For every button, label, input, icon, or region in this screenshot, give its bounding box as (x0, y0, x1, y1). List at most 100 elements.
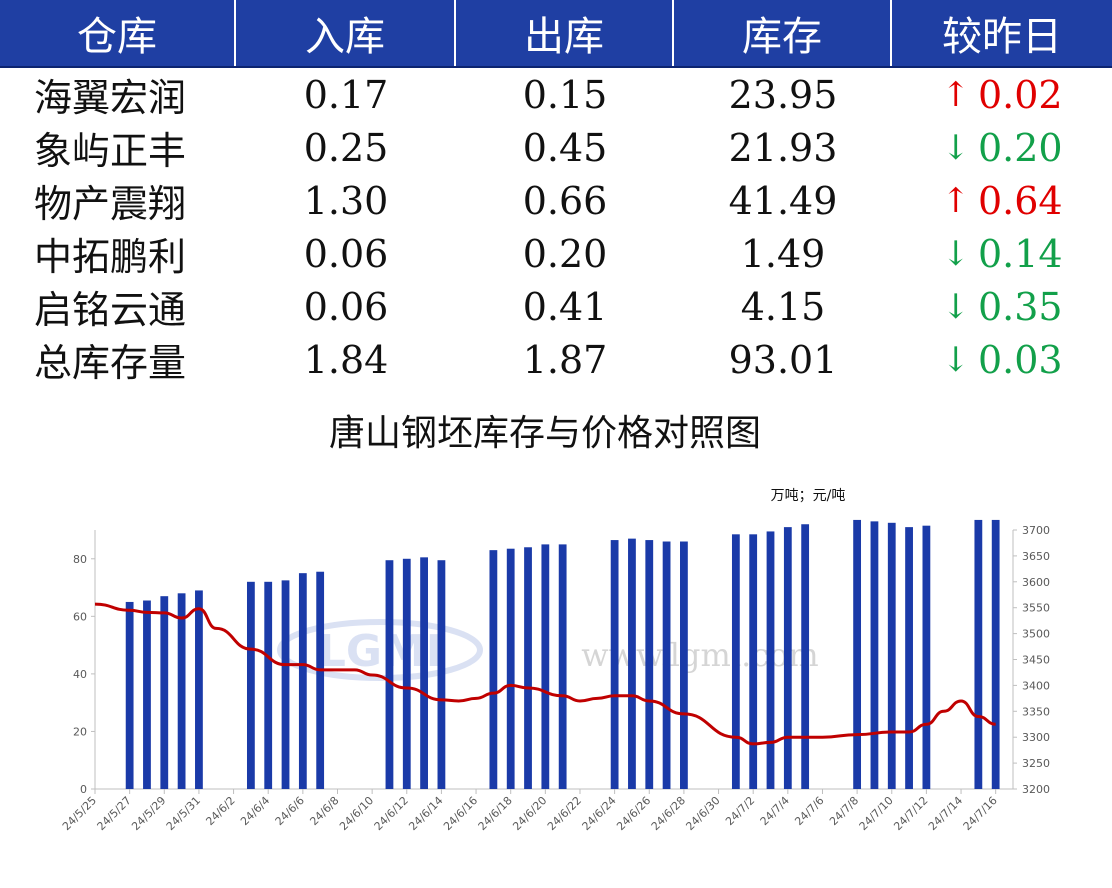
arrow-down-icon: ↓ (941, 233, 970, 274)
inventory-bar (628, 538, 636, 789)
warehouse-name: 中拓鹏利 (34, 235, 187, 279)
inventory-bar (922, 525, 931, 789)
x-tick-label: 24/6/22 (545, 794, 584, 833)
table-row: 启铭云通 0.06 0.41 4.15 ↓ 0.35 (0, 280, 1112, 333)
inventory-bar (298, 573, 307, 789)
header-change: 较昨日 (942, 14, 1062, 60)
x-tick-label: 24/6/6 (273, 794, 307, 828)
inventory-bar (160, 596, 169, 789)
inventory-bar (680, 541, 688, 789)
unit-label: 万吨；元/吨 (771, 488, 846, 504)
header-warehouse: 仓库 (0, 0, 236, 66)
table-row: 中拓鹏利 0.06 0.20 1.49 ↓ 0.14 (0, 227, 1112, 280)
x-tick-label: 24/6/12 (372, 794, 411, 833)
y-right-tick-label: 3500 (1022, 628, 1050, 641)
warehouse-table: 仓库 入库 出库 库存 较昨日 海翼宏润 0.17 0.15 23.95 ↑ 0.02 象屿… (0, 0, 1112, 386)
y-left-tick-label: 60 (73, 610, 87, 623)
y-right-tick-label: 3650 (1022, 550, 1050, 563)
table-row: 象屿正丰 0.25 0.45 21.93 ↓ 0.20 (0, 121, 1112, 174)
y-right-tick-label: 3350 (1022, 705, 1050, 718)
inventory-bar (905, 527, 913, 789)
y-left-tick-label: 0 (80, 783, 87, 796)
x-tick-label: 24/6/20 (510, 794, 549, 833)
x-tick-label: 24/6/8 (307, 794, 341, 828)
arrow-up-icon: ↑ (941, 74, 970, 115)
inventory-bar (143, 600, 151, 789)
change-cell: ↓ 0.35 (892, 285, 1112, 329)
x-tick-label: 24/6/2 (203, 794, 237, 828)
y-left-tick-label: 80 (73, 553, 87, 566)
inventory-bar (264, 581, 273, 789)
inventory-bar (246, 581, 255, 789)
inventory-bar (420, 557, 428, 789)
x-tick-label: 24/7/2 (723, 794, 757, 828)
header-stock: 库存 (674, 0, 892, 66)
outbound-value: 0.41 (522, 284, 608, 329)
inventory-bar (974, 519, 983, 789)
y-right-tick-label: 3550 (1022, 602, 1050, 615)
outbound-value: 0.66 (522, 178, 608, 223)
y-left-tick-label: 40 (73, 668, 87, 681)
outbound-value: 0.15 (522, 72, 608, 117)
inventory-bar (281, 580, 290, 789)
table-body: 海翼宏润 0.17 0.15 23.95 ↑ 0.02 象屿正丰 0.25 0.45 21.93 ↓… (0, 68, 1112, 386)
warehouse-name: 物产震翔 (34, 182, 187, 226)
stock-value: 93.01 (728, 337, 838, 382)
inbound-value: 0.06 (303, 231, 389, 276)
x-tick-label: 24/6/16 (441, 794, 480, 833)
x-tick-label: 24/7/4 (758, 794, 792, 828)
watermark-ring (277, 619, 483, 681)
inventory-bar (887, 522, 896, 789)
inventory-bar (385, 560, 394, 789)
outbound-value: 0.20 (522, 231, 608, 276)
y-left-tick-label: 20 (73, 725, 87, 738)
warehouse-name: 总库存量 (34, 341, 187, 385)
change-value: 0.02 (977, 72, 1063, 117)
warehouse-name: 海翼宏润 (34, 76, 187, 120)
y-right-tick-label: 3300 (1022, 731, 1050, 744)
inventory-bar (489, 550, 498, 789)
change-cell: ↓ 0.20 (892, 126, 1112, 170)
table-row: 物产震翔 1.30 0.66 41.49 ↑ 0.64 (0, 174, 1112, 227)
table-row: 总库存量 1.84 1.87 93.01 ↓ 0.03 (0, 333, 1112, 386)
inventory-bar (177, 593, 186, 789)
x-tick-label: 24/6/30 (683, 794, 722, 833)
inbound-value: 0.25 (303, 125, 389, 170)
price-line (94, 602, 996, 746)
change-cell: ↑ 0.64 (892, 179, 1112, 223)
inventory-bar (524, 547, 532, 789)
inventory-bar (125, 601, 134, 789)
inbound-value: 0.06 (303, 284, 389, 329)
watermark-logo: LGMI (277, 619, 483, 681)
y-right-tick-label: 3200 (1022, 783, 1050, 796)
inventory-bar (195, 590, 203, 789)
inbound-value: 0.17 (303, 72, 389, 117)
x-tick-label: 24/7/16 (961, 794, 1000, 833)
watermark-text: www.lgmi.com (581, 636, 819, 674)
inventory-bar (783, 527, 792, 789)
inventory-bar (991, 519, 1000, 789)
inbound-value: 1.30 (303, 178, 389, 223)
y-right-tick-label: 3250 (1022, 757, 1050, 770)
change-cell: ↑ 0.02 (892, 73, 1112, 117)
inventory-bar (316, 571, 325, 789)
x-tick-label: 24/6/14 (406, 794, 445, 833)
warehouse-name: 象屿正丰 (34, 129, 187, 173)
inventory-bar (645, 540, 654, 789)
x-tick-label: 24/6/26 (614, 794, 653, 833)
stock-value: 1.49 (740, 231, 826, 276)
chart-title: 唐山钢坯库存与价格对照图 (329, 413, 761, 454)
arrow-up-icon: ↑ (941, 180, 970, 221)
inventory-bar (402, 558, 411, 789)
header-out: 出库 (456, 0, 674, 66)
inventory-bar (870, 521, 879, 789)
change-value: 0.14 (977, 231, 1063, 276)
x-tick-label: 24/6/18 (476, 794, 515, 833)
x-tick-label: 24/5/27 (95, 794, 134, 833)
table-row: 海翼宏润 0.17 0.15 23.95 ↑ 0.02 (0, 68, 1112, 121)
inventory-bar (437, 560, 446, 789)
stock-value: 41.49 (728, 178, 838, 223)
inventory-bar (853, 519, 862, 789)
stock-value: 21.93 (728, 125, 838, 170)
